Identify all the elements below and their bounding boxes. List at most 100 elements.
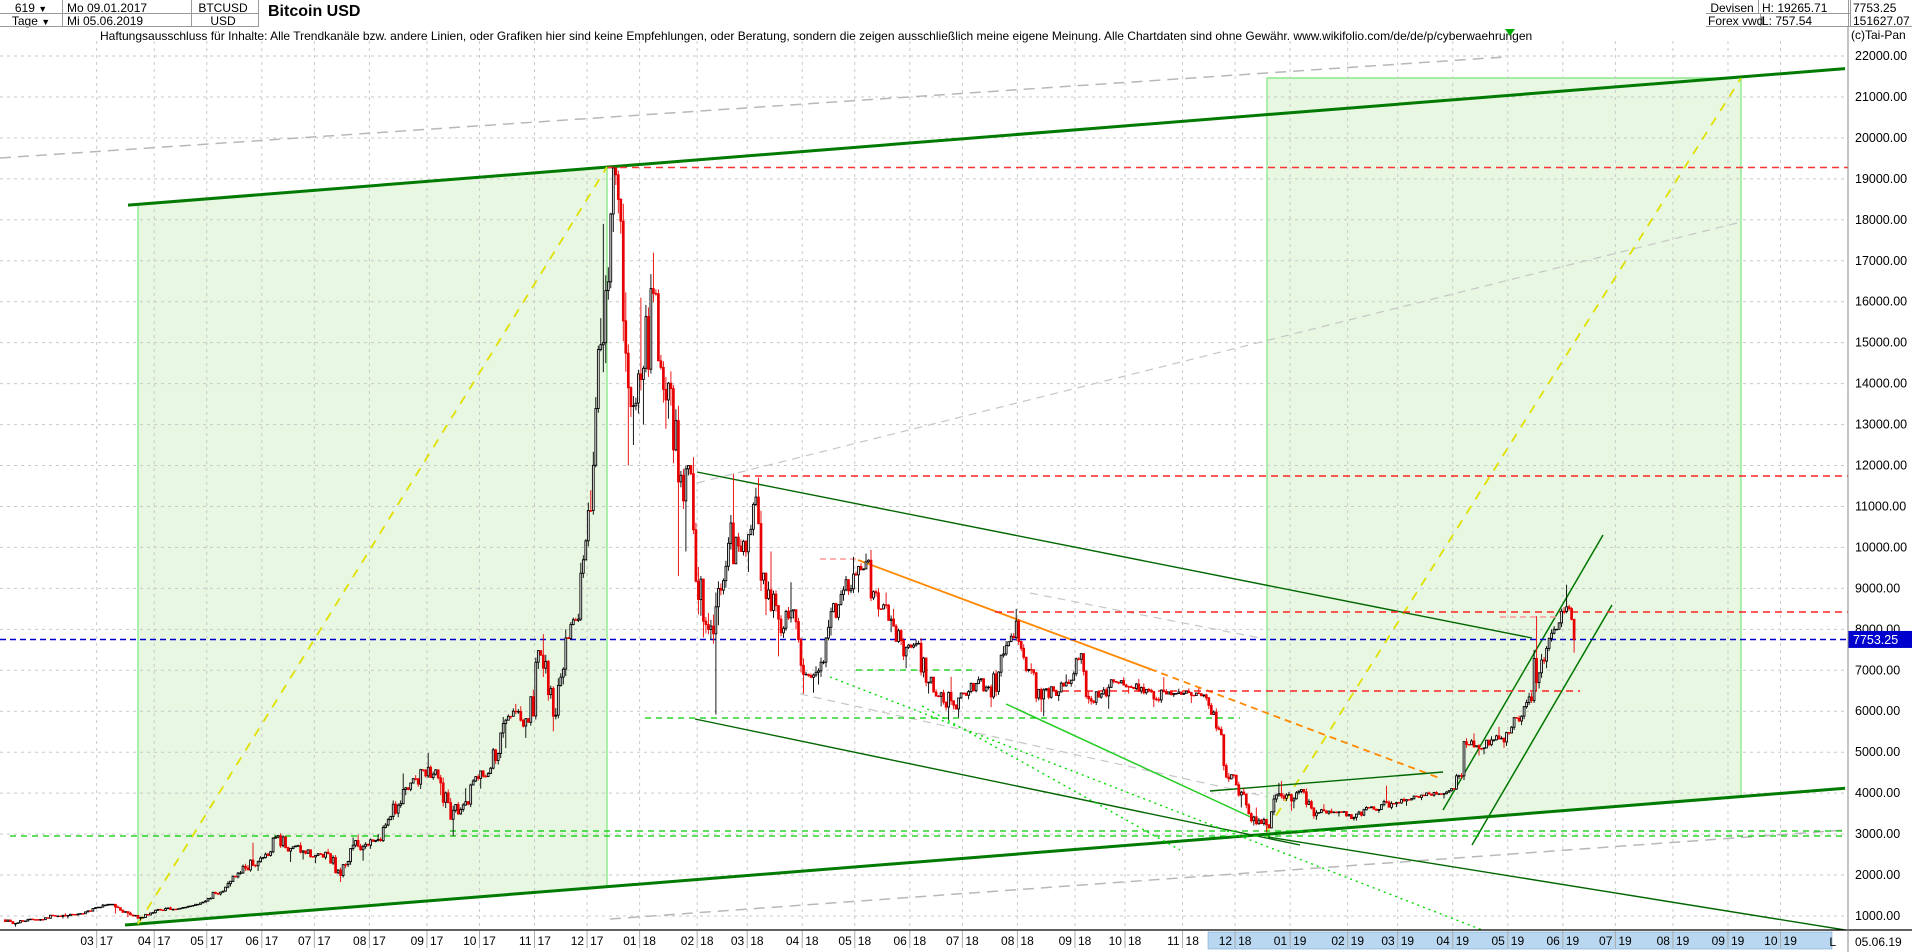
svg-text:03: 03 [731,934,745,948]
svg-text:07: 07 [946,934,960,948]
disclaimer-text: Haftungsausschluss für Inhalte: Alle Tre… [100,29,1533,43]
svg-text:01: 01 [1274,934,1288,948]
yellow-rally-2019 [1266,77,1742,831]
svg-text:18: 18 [700,934,714,948]
svg-text:6000.00: 6000.00 [1855,704,1900,718]
svg-text:18: 18 [805,934,819,948]
svg-text:08: 08 [1657,934,1671,948]
svg-text:10: 10 [463,934,477,948]
last-price: 7753.25 [1853,1,1897,15]
svg-text:17: 17 [538,934,552,948]
svg-text:04: 04 [138,934,152,948]
volume-value: 151627.07 [1853,14,1910,28]
svg-text:18: 18 [858,934,872,948]
gray-diag-low [799,693,1269,798]
green-dotted-2 [829,676,1485,930]
chevron-down-icon: ▼ [41,17,51,27]
svg-text:18: 18 [965,934,979,948]
gray-diag-mid [1029,592,1266,640]
svg-text:06: 06 [245,934,259,948]
gridlines [0,41,1848,930]
svg-text:07: 07 [298,934,312,948]
svg-text:12: 12 [1219,934,1233,948]
yellow-rally-2017 [137,166,608,925]
last-price-tag [1848,630,1912,648]
last-bar-marker-label: L [1829,935,1836,949]
symbol-field[interactable]: BTCUSD [188,0,259,15]
channel-bottom-line [124,786,1846,927]
gray-fan-up [696,221,1742,484]
svg-text:04: 04 [1436,934,1450,948]
steep-uptrend-1 [1442,534,1604,811]
svg-text:17: 17 [100,934,114,948]
svg-text:19: 19 [1731,934,1745,948]
svg-text:09: 09 [1712,934,1726,948]
svg-text:18000.00: 18000.00 [1855,213,1907,227]
svg-text:19000.00: 19000.00 [1855,172,1907,186]
candles-up [6,167,1568,927]
svg-text:02: 02 [681,934,695,948]
svg-text:17: 17 [430,934,444,948]
period-high: H: 19265.71 [1759,0,1851,15]
svg-text:10000.00: 10000.00 [1855,540,1907,554]
svg-text:19: 19 [1293,934,1307,948]
svg-text:2000.00: 2000.00 [1855,868,1900,882]
svg-text:18: 18 [1128,934,1142,948]
svg-text:05: 05 [1491,934,1505,948]
svg-text:10: 10 [1764,934,1778,948]
svg-text:09: 09 [411,934,425,948]
svg-text:17: 17 [590,934,604,948]
svg-text:05: 05 [838,934,852,948]
resistance-2019q1 [1209,771,1444,792]
svg-text:19: 19 [1511,934,1525,948]
downtrend-feb2018 [696,471,1533,639]
quote-source-1: Devisen [1706,0,1759,15]
svg-text:17: 17 [317,934,331,948]
svg-text:10: 10 [1109,934,1123,948]
svg-text:22000.00: 22000.00 [1855,49,1907,63]
svg-text:12: 12 [571,934,585,948]
green-dotted-1 [921,705,1181,851]
wedge-lower [694,718,1301,846]
orange-downtrend-solid [857,559,1151,670]
channel-top-line [127,67,1846,207]
date-from-field[interactable]: Mo 09.01.2017 [63,0,192,15]
copyright-label: (c)Tai-Pan [1851,28,1906,42]
svg-text:18: 18 [1078,934,1092,948]
svg-text:17000.00: 17000.00 [1855,254,1907,268]
svg-text:08: 08 [353,934,367,948]
axis-selection-highlight [1207,931,1833,950]
svg-text:3000.00: 3000.00 [1855,827,1900,841]
svg-text:12000.00: 12000.00 [1855,459,1907,473]
svg-text:07: 07 [1599,934,1613,948]
svg-text:18: 18 [750,934,764,948]
orange-downtrend-ext [1149,668,1443,780]
chevron-down-icon: ▼ [38,4,48,14]
chart-title: Bitcoin USD [268,3,361,20]
chart-top-marker [1505,29,1515,36]
bars-count-dropdown[interactable]: 619 ▼ [0,0,63,15]
svg-text:17: 17 [210,934,224,948]
svg-text:01: 01 [623,934,637,948]
svg-text:06: 06 [1546,934,1560,948]
svg-text:17: 17 [372,934,386,948]
svg-text:18: 18 [1186,934,1200,948]
svg-text:19: 19 [1784,934,1798,948]
svg-text:18: 18 [1238,934,1252,948]
svg-text:18: 18 [913,934,927,948]
svg-text:11: 11 [519,934,532,948]
svg-text:04: 04 [786,934,800,948]
svg-text:7753.25: 7753.25 [1853,633,1898,647]
price-axis-labels: 1000.00 2000.00 3000.00 4000.00 5000.00 6000.… [1855,49,1907,923]
svg-text:18: 18 [643,934,657,948]
svg-text:16000.00: 16000.00 [1855,295,1907,309]
svg-text:11000.00: 11000.00 [1855,499,1906,513]
svg-text:05: 05 [190,934,204,948]
svg-text:11: 11 [1167,934,1180,948]
svg-text:1000.00: 1000.00 [1855,909,1900,923]
svg-text:08: 08 [1001,934,1015,948]
svg-text:18: 18 [1020,934,1034,948]
steep-uptrend-2 [1471,604,1613,846]
svg-text:19: 19 [1676,934,1690,948]
